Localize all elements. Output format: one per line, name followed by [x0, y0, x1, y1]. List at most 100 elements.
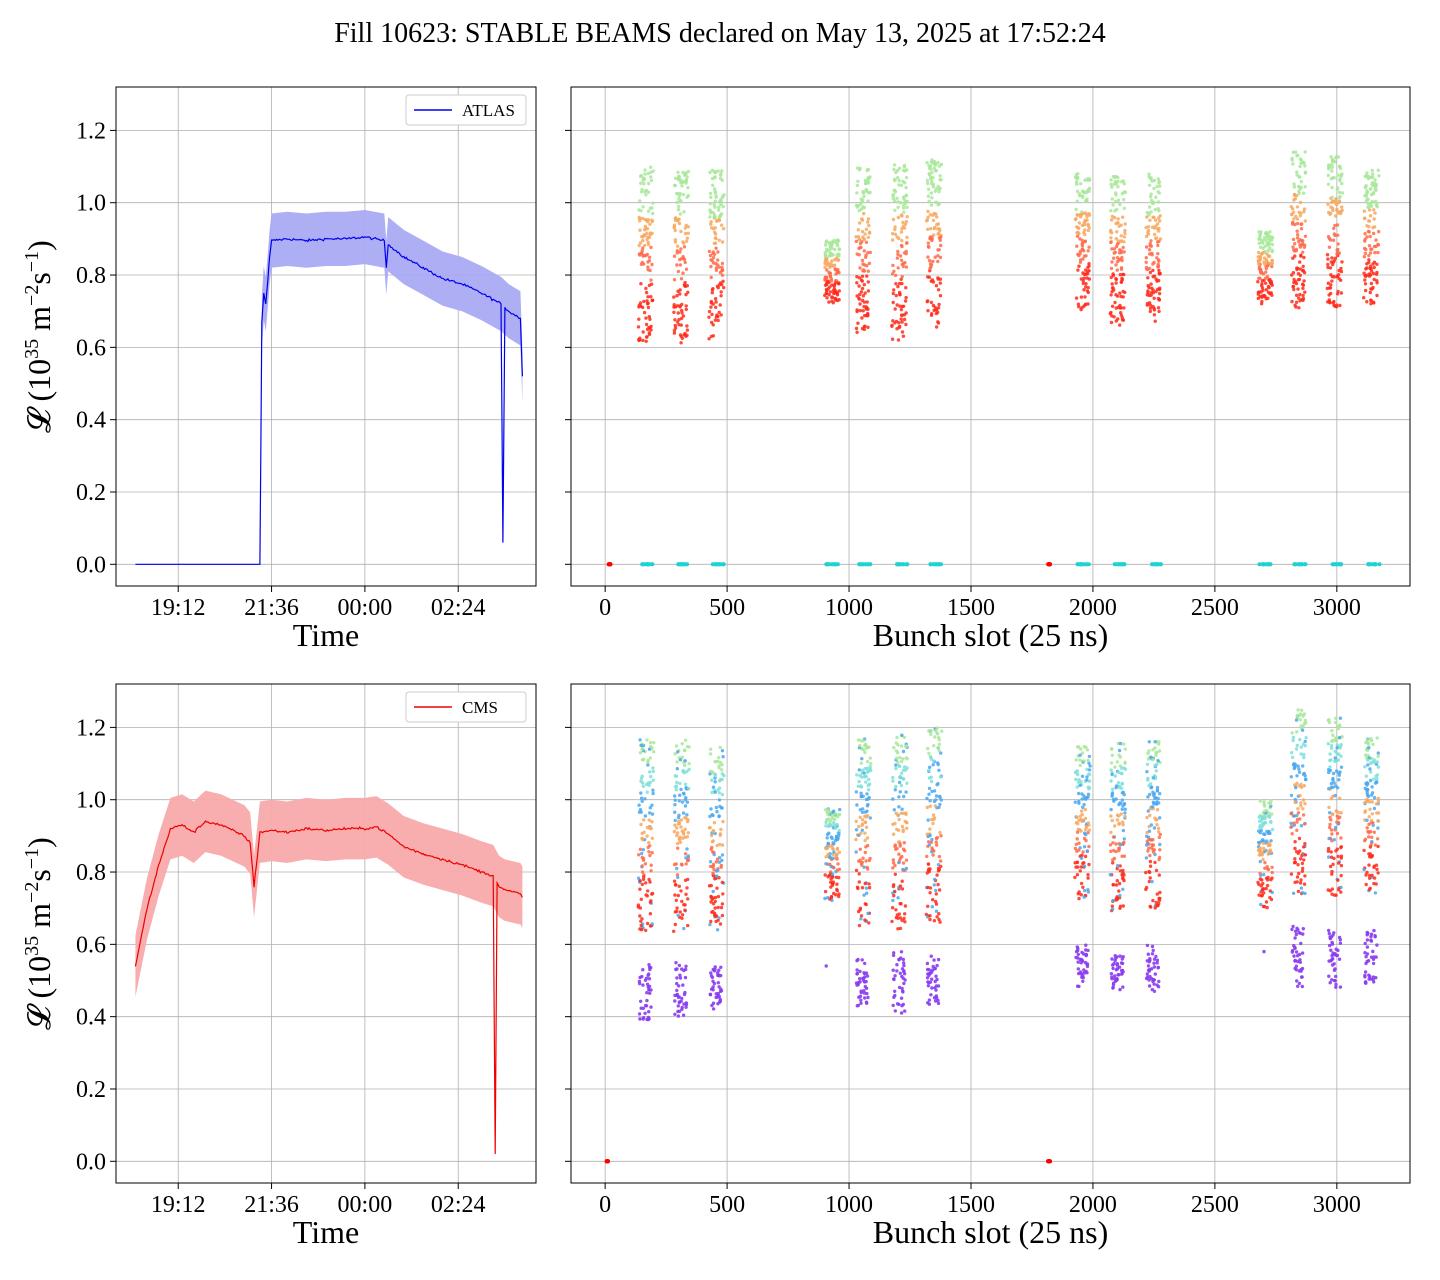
scatter-point	[1296, 233, 1300, 237]
scatter-point	[1110, 247, 1114, 251]
scatter-point	[1371, 742, 1375, 747]
scatter-point	[1119, 280, 1124, 284]
scatter-point	[1375, 760, 1380, 764]
scatter-point	[859, 784, 863, 788]
scatter-point	[891, 866, 895, 870]
scatter-point	[933, 735, 937, 739]
scatter-point	[1157, 278, 1161, 283]
scatter-point	[647, 877, 651, 882]
scatter-point	[1300, 861, 1305, 866]
scatter-point	[638, 174, 643, 178]
scatter-point	[866, 783, 870, 788]
scatter-point	[678, 212, 683, 216]
scatter-point	[1366, 758, 1370, 762]
scatter-point	[710, 312, 714, 317]
scatter-point	[1340, 191, 1345, 195]
scatter-point	[709, 195, 713, 199]
scatter-point	[925, 805, 929, 810]
scatter-point	[679, 316, 684, 321]
scatter-point	[1268, 261, 1272, 266]
scatter-point	[1112, 182, 1116, 187]
scatter-point-low	[638, 1017, 642, 1021]
scatter-point	[685, 745, 690, 749]
scatter-point	[857, 253, 861, 257]
scatter-point-low	[862, 991, 867, 995]
scatter-point	[834, 875, 839, 879]
scatter-point	[711, 864, 716, 868]
scatter-point	[1117, 889, 1121, 893]
scatter-point	[903, 849, 907, 853]
scatter-point	[1302, 207, 1307, 211]
scatter-point	[683, 226, 687, 230]
scatter-point	[646, 209, 651, 213]
scatter-point	[926, 746, 930, 751]
scatter-point	[862, 205, 867, 210]
scatter-point	[1267, 254, 1272, 258]
scatter-point	[649, 175, 653, 179]
scatter-point	[857, 284, 861, 288]
scatter-point	[1295, 713, 1300, 718]
scatter-point	[828, 290, 833, 294]
scatter-point	[1147, 172, 1151, 176]
scatter-point-low	[683, 975, 688, 980]
scatter-point	[1369, 302, 1373, 306]
scatter-point	[838, 807, 842, 812]
scatter-point	[898, 254, 903, 258]
scatter-point	[829, 262, 833, 266]
scatter-point-low	[930, 986, 934, 990]
scatter-point	[1330, 812, 1335, 817]
scatter-point	[675, 906, 679, 910]
scatter-point	[710, 840, 715, 844]
scatter-point	[858, 308, 862, 313]
scatter-point	[1148, 270, 1153, 275]
scatter-point	[711, 871, 715, 875]
scatter-point-low	[1080, 959, 1085, 963]
scatter-point	[1081, 850, 1085, 854]
scatter-point	[937, 187, 941, 191]
scatter-point	[890, 323, 894, 327]
scatter-point	[929, 263, 934, 267]
scatter-point	[1156, 258, 1161, 262]
scatter-point-low	[646, 985, 650, 989]
scatter-point	[1367, 835, 1371, 839]
scatter-point	[709, 258, 713, 262]
scatter-point-low	[859, 989, 863, 993]
scatter-point	[937, 302, 941, 307]
scatter-point	[713, 205, 717, 209]
scatter-point	[1363, 282, 1368, 286]
scatter-point	[1294, 747, 1299, 751]
scatter-point	[1333, 756, 1337, 760]
scatter-point	[934, 187, 938, 191]
scatter-point	[646, 889, 650, 893]
scatter-point	[1150, 785, 1154, 789]
scatter-point	[928, 914, 932, 918]
scatter-point	[905, 215, 909, 219]
scatter-point	[1146, 225, 1151, 229]
scatter-point	[1109, 218, 1114, 222]
scatter-point	[1303, 774, 1307, 778]
scatter-point	[831, 253, 835, 257]
scatter-point	[1370, 785, 1374, 789]
scatter-point	[833, 281, 838, 285]
scatter-point	[650, 262, 654, 267]
scatter-point-low	[1371, 957, 1376, 961]
scatter-point	[1078, 783, 1082, 787]
scatter-point	[714, 305, 718, 309]
scatter-point	[895, 303, 899, 307]
x-tick-label: 3000	[1313, 1192, 1361, 1218]
scatter-point-low	[1076, 948, 1080, 953]
scatter-point	[930, 238, 934, 243]
scatter-point	[722, 774, 726, 778]
scatter-point	[1336, 820, 1341, 825]
scatter-point	[859, 794, 864, 798]
scatter-point	[686, 186, 690, 190]
scatter-point	[866, 911, 870, 916]
scatter-point	[1294, 281, 1299, 286]
scatter-point	[715, 843, 719, 848]
scatter-point	[1301, 264, 1305, 269]
scatter-point	[719, 212, 724, 216]
scatter-point	[712, 241, 716, 245]
scatter-point	[1304, 721, 1308, 725]
scatter-point	[896, 813, 900, 817]
